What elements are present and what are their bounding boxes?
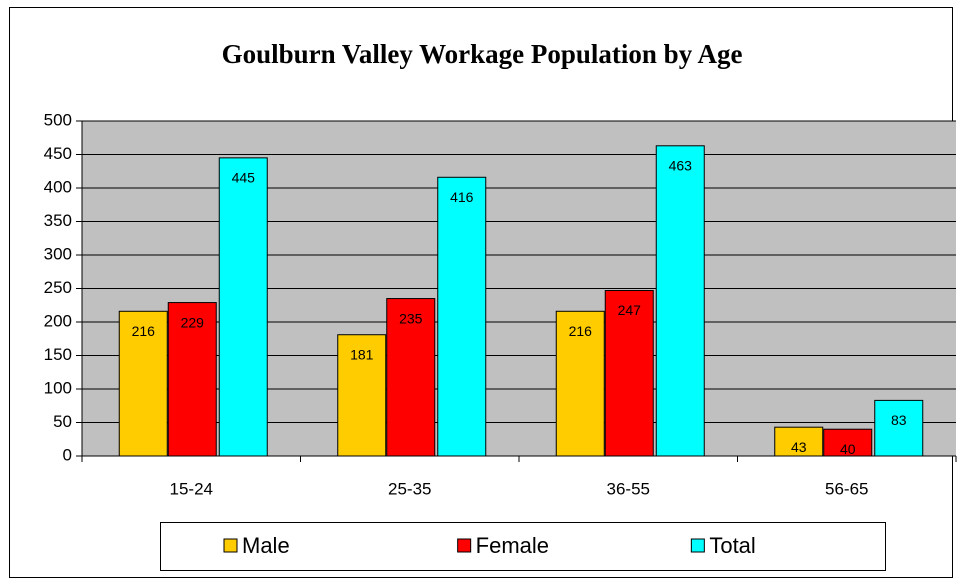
value-label: 445 bbox=[232, 170, 256, 186]
y-tick-label: 450 bbox=[44, 144, 72, 163]
bar bbox=[655, 145, 705, 457]
bar bbox=[774, 426, 824, 457]
bar bbox=[337, 334, 387, 457]
legend-marker bbox=[690, 538, 705, 553]
value-label: 43 bbox=[791, 439, 807, 455]
legend-label: Total bbox=[709, 533, 755, 558]
value-label: 40 bbox=[840, 441, 856, 457]
bar bbox=[386, 298, 436, 457]
y-tick-label: 400 bbox=[44, 177, 72, 196]
legend-label: Male bbox=[242, 533, 290, 558]
chart-title: Goulburn Valley Workage Population by Ag… bbox=[222, 39, 743, 69]
bar bbox=[874, 399, 924, 457]
bar bbox=[437, 176, 487, 457]
x-tick-label: 36-55 bbox=[607, 479, 650, 498]
y-tick-label: 0 bbox=[63, 445, 72, 464]
value-label: 247 bbox=[618, 302, 642, 318]
bar bbox=[555, 310, 605, 457]
value-label: 181 bbox=[350, 346, 374, 362]
y-tick-label: 350 bbox=[44, 211, 72, 230]
y-tick-label: 150 bbox=[44, 345, 72, 364]
value-label: 216 bbox=[569, 323, 593, 339]
y-tick-label: 300 bbox=[44, 244, 72, 263]
bar bbox=[118, 310, 168, 457]
bar bbox=[167, 302, 217, 457]
bar bbox=[218, 157, 268, 457]
y-tick-label: 50 bbox=[53, 412, 72, 431]
value-label: 216 bbox=[132, 323, 156, 339]
x-tick-label: 15-24 bbox=[170, 479, 213, 498]
x-tick-label: 25-35 bbox=[388, 479, 431, 498]
y-tick-label: 200 bbox=[44, 311, 72, 330]
y-tick-label: 500 bbox=[44, 110, 72, 129]
legend-box bbox=[160, 522, 886, 571]
value-label: 463 bbox=[669, 157, 693, 173]
bar bbox=[604, 290, 654, 457]
y-tick-label: 100 bbox=[44, 378, 72, 397]
x-tick-label: 56-65 bbox=[825, 479, 868, 498]
value-label: 229 bbox=[181, 314, 205, 330]
value-label: 83 bbox=[891, 412, 907, 428]
legend-label: Female bbox=[476, 533, 549, 558]
value-label: 416 bbox=[450, 189, 474, 205]
legend-marker bbox=[223, 538, 238, 553]
bar bbox=[823, 428, 873, 457]
legend-marker bbox=[457, 538, 472, 553]
value-label: 235 bbox=[399, 310, 423, 326]
y-tick-label: 250 bbox=[44, 278, 72, 297]
